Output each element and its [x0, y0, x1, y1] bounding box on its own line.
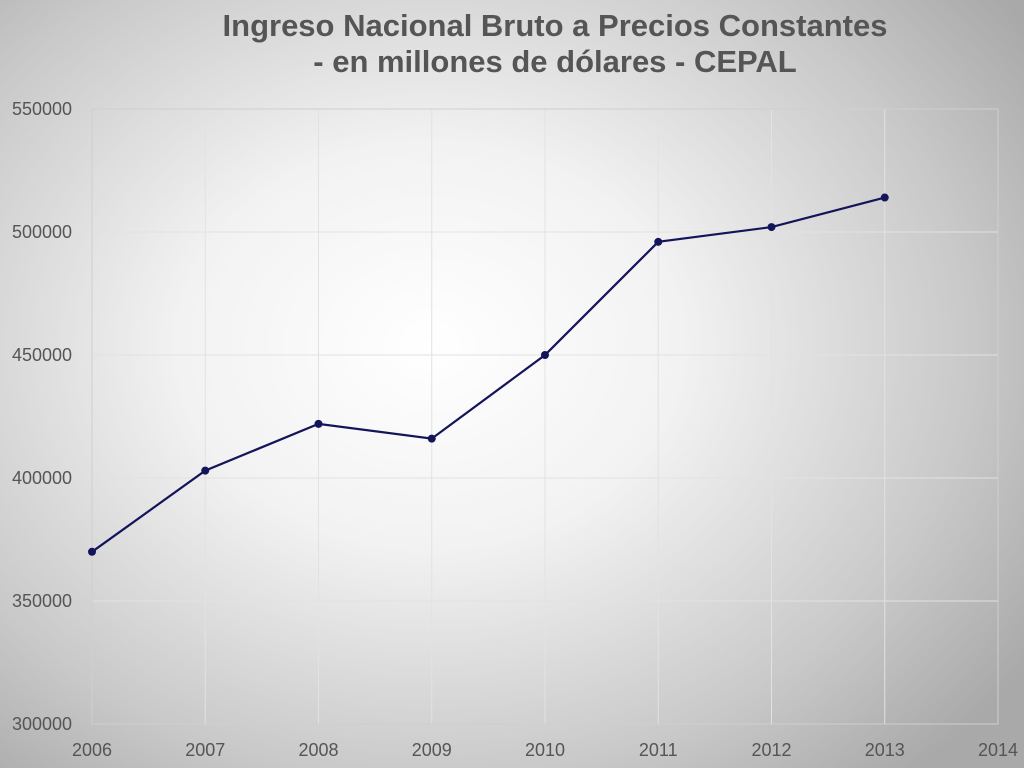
series-line — [91, 196, 886, 553]
plot-frame — [91, 108, 999, 725]
x-tick-label: 2007 — [185, 740, 225, 760]
y-tick-label: 350000 — [12, 591, 72, 611]
data-point — [427, 434, 436, 443]
x-tick-label: 2010 — [525, 740, 565, 760]
x-tick-label: 2006 — [72, 740, 112, 760]
data-point — [767, 223, 776, 232]
y-tick-label: 450000 — [12, 345, 72, 365]
x-tick-label: 2014 — [978, 740, 1018, 760]
grid-layer — [91, 108, 999, 725]
data-point — [654, 237, 663, 246]
data-point — [541, 351, 549, 359]
y-tick-label: 400000 — [12, 468, 72, 488]
series-layer — [88, 193, 889, 556]
chart-title-line-1: Ingreso Nacional Bruto a Precios Constan… — [222, 8, 888, 43]
x-tick-label: 2012 — [751, 740, 791, 760]
chart-title: Ingreso Nacional Bruto a Precios Constan… — [0, 8, 1024, 80]
axis-layer: 300000 350000 400000 450000 500000 550000 2006… — [12, 99, 1018, 760]
chart-title-line-2: - en millones de dólares - CEPAL — [313, 44, 797, 79]
data-point — [88, 547, 96, 556]
data-point — [314, 419, 323, 428]
data-point — [880, 193, 889, 202]
y-tick-label: 550000 — [12, 99, 72, 119]
x-tick-label: 2009 — [412, 740, 452, 760]
data-point — [201, 466, 210, 475]
x-tick-label: 2008 — [298, 740, 338, 760]
x-tick-label: 2013 — [865, 740, 905, 760]
y-tick-label: 300000 — [12, 714, 72, 734]
x-tick-label: 2011 — [639, 740, 678, 760]
y-tick-label: 500000 — [12, 222, 72, 242]
